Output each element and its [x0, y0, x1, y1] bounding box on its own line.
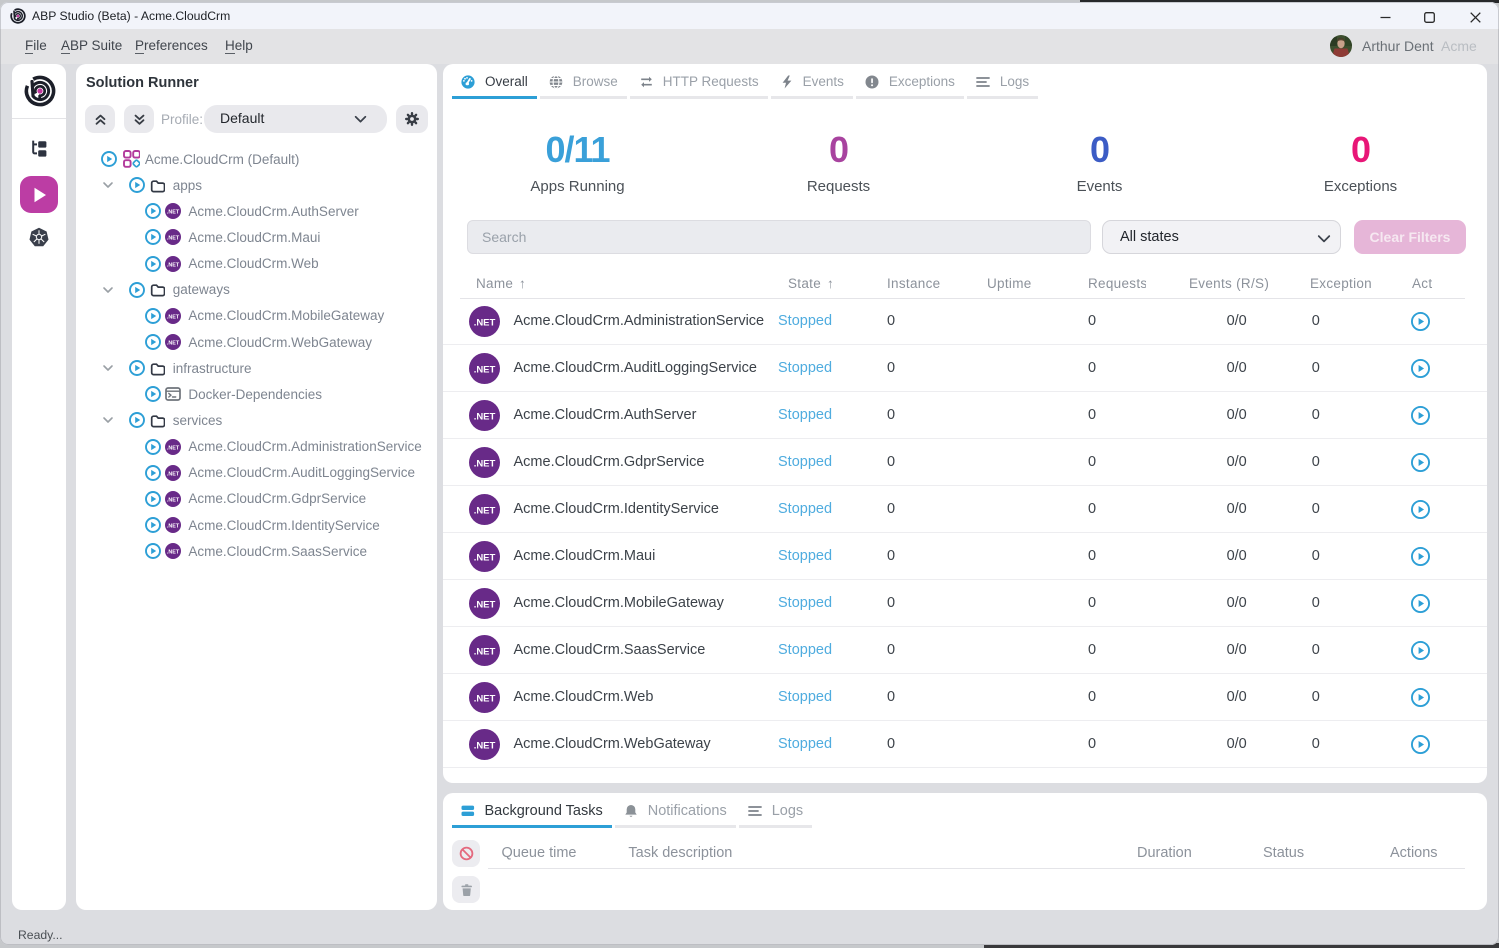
svg-text:.NET: .NET [474, 599, 496, 610]
svg-text:.NET: .NET [474, 317, 496, 328]
svg-text:.NET: .NET [474, 740, 496, 751]
svg-text:.NET: .NET [474, 646, 496, 657]
svg-text:.NET: .NET [474, 693, 496, 704]
svg-text:.NET: .NET [474, 505, 496, 516]
svg-text:.NET: .NET [474, 364, 496, 375]
svg-text:.NET: .NET [474, 552, 496, 563]
svg-text:.NET: .NET [474, 458, 496, 469]
svg-text:.NET: .NET [474, 411, 496, 422]
